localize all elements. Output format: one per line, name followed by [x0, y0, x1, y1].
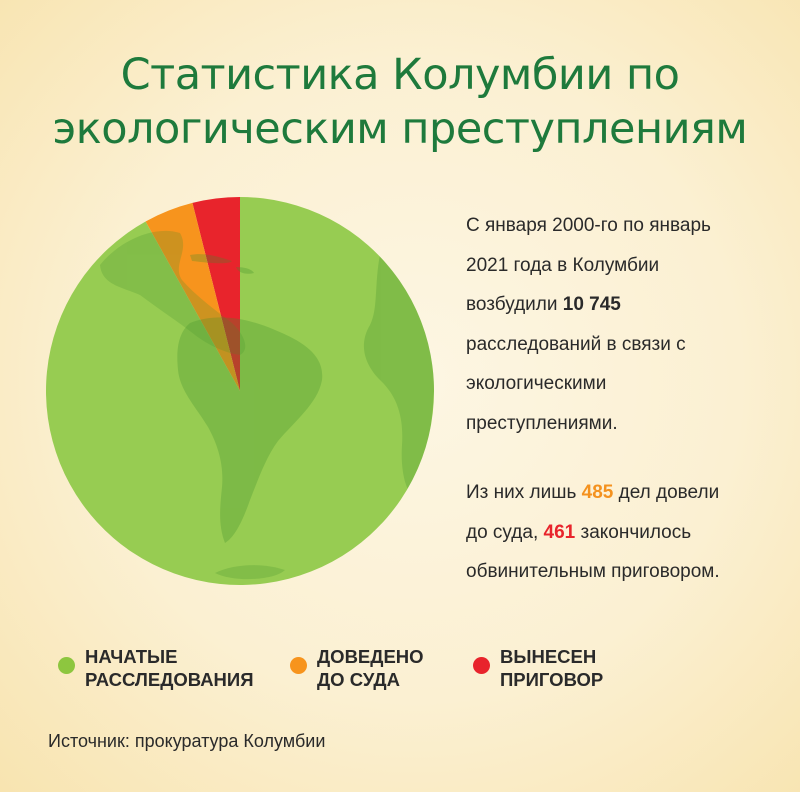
title-line-2: экологическим преступлениям [52, 104, 748, 154]
legend-label-line: НАЧАТЫЕ [85, 646, 178, 667]
legend-dot [473, 657, 490, 674]
paragraph-court: Из них лишь 485 дел довели до суда, 461 … [466, 473, 766, 592]
text-fragment: закончилось [575, 521, 692, 543]
legend-label: ДОВЕДЕНО ДО СУДА [317, 645, 424, 691]
text-line: до суда, 461 закончилось [466, 513, 766, 553]
text-line: расследований в связи с [466, 333, 686, 355]
legend-item-verdict: ВЫНЕСЕН ПРИГОВОР [473, 645, 603, 691]
legend-item-investigations: НАЧАТЫЕ РАССЛЕДОВАНИЯ [58, 645, 254, 691]
paragraph-investigations: С января 2000-го по январь 2021 года в К… [466, 206, 766, 443]
legend-label-line: ДОВЕДЕНО [317, 646, 424, 667]
legend-label: НАЧАТЫЕ РАССЛЕДОВАНИЯ [85, 645, 254, 691]
text-line: С января 2000-го по январь [466, 215, 711, 236]
text-line: преступлениями. [466, 412, 618, 434]
source-note: Источник: прокуратура Колумбии [48, 731, 326, 751]
text-fragment: возбудили [466, 294, 563, 315]
legend-label-line: ДО СУДА [317, 669, 400, 690]
verdict-count: 461 [543, 521, 576, 543]
globe-continents [100, 230, 434, 580]
page-title: Статистика Колумбии по экологическим пре… [0, 48, 800, 156]
slice-verdict [192, 197, 240, 391]
legend-label-line: ПРИГОВОР [500, 669, 604, 690]
slice-investigations [46, 197, 435, 585]
title-line-1: Статистика Колумбии по [120, 50, 680, 100]
text-line: обвинительным приговором. [466, 561, 720, 582]
court-count: 485 [581, 482, 614, 503]
legend-label-line: РАССЛЕДОВАНИЯ [85, 669, 254, 690]
pie-slices [46, 197, 435, 585]
text-line: возбудили 10 745 [466, 285, 766, 325]
legend-label: ВЫНЕСЕН ПРИГОВОР [500, 645, 603, 691]
text-fragment: дел довели [613, 482, 720, 503]
description-text: С января 2000-го по январь 2021 года в К… [466, 206, 766, 592]
text-fragment: до суда, [466, 521, 544, 543]
text-line: Из них лишь 485 дел довели [466, 473, 766, 513]
legend-label-line: ВЫНЕСЕН [500, 646, 597, 667]
legend-item-court: ДОВЕДЕНО ДО СУДА [290, 645, 424, 691]
legend-dot [58, 657, 75, 674]
text-line: экологическими [466, 373, 607, 394]
text-fragment: Из них лишь [466, 482, 582, 503]
investigations-count: 10 745 [562, 294, 621, 315]
text-line: 2021 года в Колумбии [466, 254, 660, 276]
slice-court [145, 202, 240, 391]
legend-dot [290, 657, 307, 674]
pie-chart [46, 197, 435, 585]
